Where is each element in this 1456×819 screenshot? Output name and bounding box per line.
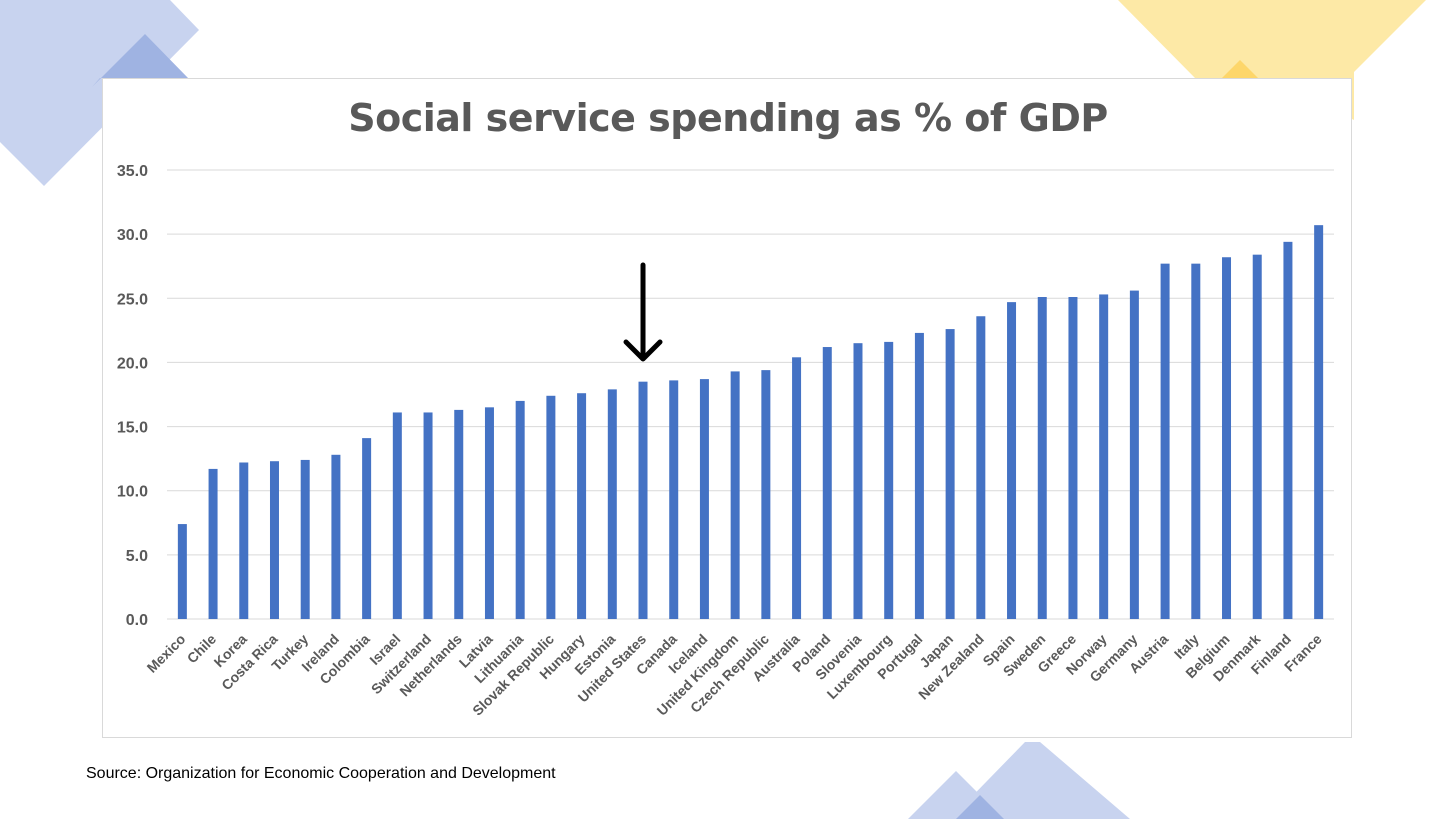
y-tick-label: 20.0 [117,355,148,372]
blue-diamond-shape [950,742,1130,819]
bar [577,393,587,619]
bar [546,395,556,619]
bar [269,461,279,619]
y-tick-label: 10.0 [117,484,148,501]
bar [1007,302,1017,619]
y-tick-label: 15.0 [117,420,148,437]
bar [669,380,679,619]
bar [730,371,740,619]
blue-diamond-shape [956,795,1004,819]
bar [607,389,617,619]
bar [392,412,402,619]
y-tick-label: 35.0 [117,163,148,180]
y-tick-label: 5.0 [126,548,148,565]
chart-title: Social service spending as % of GDP [348,96,1108,140]
bar [822,347,832,619]
bar [300,459,310,619]
bar [853,343,863,619]
bar [914,332,924,619]
bar [1068,297,1078,619]
y-tick-label: 30.0 [117,227,148,244]
bar [1222,257,1232,619]
bar [515,400,525,619]
bar [362,438,372,619]
chart-card [102,78,1352,738]
bar [761,370,771,619]
bar [1037,297,1047,619]
source-note: Source: Organization for Economic Cooper… [86,765,556,782]
bar [1099,294,1109,619]
bar [1160,263,1170,619]
blue-diamond-shape [92,34,188,87]
bar [208,468,218,619]
bar [484,407,494,619]
bar [638,381,648,619]
bar [1252,254,1262,619]
bar [239,462,249,619]
bar [331,454,341,619]
bar [884,341,894,619]
y-tick-label: 25.0 [117,291,148,308]
bar [1283,241,1293,619]
bar [945,329,955,619]
x-tick-label: Mexico [144,631,189,676]
y-tick-label: 0.0 [126,612,148,629]
bar [1129,290,1139,619]
bar [454,409,464,619]
bar [792,357,802,619]
yellow-diamond-shape [1222,60,1258,78]
bar [976,316,986,619]
bar [177,524,187,619]
bar [1191,263,1201,619]
bar [699,379,709,619]
bar [423,412,433,619]
down-arrow-icon [623,262,663,362]
bar [1314,225,1324,620]
